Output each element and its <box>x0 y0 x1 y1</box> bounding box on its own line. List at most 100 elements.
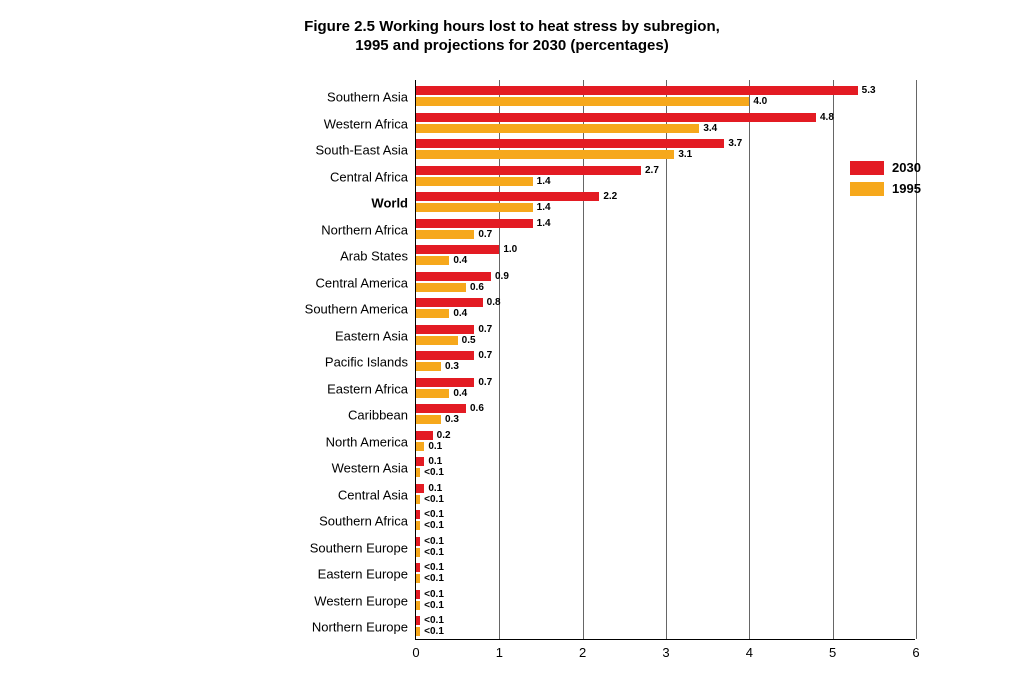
category-row: Caribbean0.60.3 <box>416 402 915 428</box>
bar-2030 <box>416 298 483 307</box>
value-label-2030: 0.7 <box>478 351 492 360</box>
bar-1995 <box>416 601 420 610</box>
value-label-1995: 1.4 <box>537 177 551 186</box>
value-label-1995: 0.3 <box>445 415 459 424</box>
x-tick-label: 6 <box>912 645 919 660</box>
category-row: Southern Europe<0.1<0.1 <box>416 535 915 561</box>
bar-1995 <box>416 283 466 292</box>
bar-1995 <box>416 548 420 557</box>
category-label: Eastern Europe <box>318 567 416 582</box>
value-label-1995: 0.6 <box>470 283 484 292</box>
category-label: Southern Europe <box>310 540 416 555</box>
bar-1995 <box>416 362 441 371</box>
bar-1995 <box>416 627 420 636</box>
value-label-2030: <0.1 <box>424 510 444 519</box>
category-row: Central Africa2.71.4 <box>416 164 915 190</box>
category-label: Eastern Africa <box>327 381 416 396</box>
category-label: Eastern Asia <box>335 328 416 343</box>
bar-2030 <box>416 484 424 493</box>
category-label: Western Europe <box>314 593 416 608</box>
bar-2030 <box>416 537 420 546</box>
value-label-2030: 0.1 <box>428 457 442 466</box>
category-label: Southern Asia <box>327 90 416 105</box>
value-label-1995: 0.5 <box>462 336 476 345</box>
bar-1995 <box>416 150 674 159</box>
value-label-1995: <0.1 <box>424 627 444 636</box>
category-label: Arab States <box>340 249 416 264</box>
category-row: World2.21.4 <box>416 190 915 216</box>
category-label: Western Africa <box>324 116 416 131</box>
x-tick-label: 3 <box>662 645 669 660</box>
value-label-2030: 0.7 <box>478 378 492 387</box>
value-label-2030: 0.9 <box>495 272 509 281</box>
value-label-2030: 0.7 <box>478 325 492 334</box>
bar-2030 <box>416 325 474 334</box>
x-tick-label: 0 <box>412 645 419 660</box>
bar-2030 <box>416 563 420 572</box>
page: Figure 2.5 Working hours lost to heat st… <box>0 0 1024 683</box>
category-label: Pacific Islands <box>325 355 416 370</box>
bar-1995 <box>416 177 533 186</box>
bar-1995 <box>416 230 474 239</box>
category-label: Caribbean <box>348 408 416 423</box>
value-label-1995: <0.1 <box>424 495 444 504</box>
legend-swatch <box>850 182 884 196</box>
category-row: Eastern Asia0.70.5 <box>416 323 915 349</box>
legend-item: 1995 <box>850 181 921 196</box>
bar-1995 <box>416 256 449 265</box>
value-label-1995: <0.1 <box>424 601 444 610</box>
value-label-2030: 5.3 <box>862 86 876 95</box>
value-label-2030: 1.0 <box>503 245 517 254</box>
category-row: Central America0.90.6 <box>416 270 915 296</box>
bar-1995 <box>416 309 449 318</box>
chart-area: 0123456Southern Asia5.34.0Western Africa… <box>415 80 915 640</box>
value-label-2030: 2.7 <box>645 166 659 175</box>
bar-1995 <box>416 336 458 345</box>
value-label-1995: <0.1 <box>424 521 444 530</box>
category-row: North America0.20.1 <box>416 429 915 455</box>
bar-1995 <box>416 124 699 133</box>
bar-2030 <box>416 616 420 625</box>
category-row: Pacific Islands0.70.3 <box>416 349 915 375</box>
x-tick-label: 5 <box>829 645 836 660</box>
category-label: World <box>371 196 416 211</box>
bar-1995 <box>416 415 441 424</box>
category-row: Northern Europe<0.1<0.1 <box>416 614 915 640</box>
plot-area: 0123456Southern Asia5.34.0Western Africa… <box>415 80 915 640</box>
bar-1995 <box>416 389 449 398</box>
value-label-1995: 1.4 <box>537 203 551 212</box>
category-label: Southern Africa <box>319 514 416 529</box>
value-label-1995: 0.4 <box>453 256 467 265</box>
bar-2030 <box>416 166 641 175</box>
category-label: Central Asia <box>338 487 416 502</box>
legend-swatch <box>850 161 884 175</box>
value-label-2030: <0.1 <box>424 616 444 625</box>
bar-2030 <box>416 192 599 201</box>
value-label-2030: 3.7 <box>728 139 742 148</box>
category-row: Southern Asia5.34.0 <box>416 84 915 110</box>
bar-2030 <box>416 378 474 387</box>
bar-2030 <box>416 431 433 440</box>
chart-title: Figure 2.5 Working hours lost to heat st… <box>0 18 1024 56</box>
category-row: Western Africa4.83.4 <box>416 111 915 137</box>
value-label-2030: <0.1 <box>424 563 444 572</box>
value-label-2030: <0.1 <box>424 590 444 599</box>
category-label: South-East Asia <box>316 143 417 158</box>
category-label: Northern Europe <box>312 620 416 635</box>
value-label-2030: 1.4 <box>537 219 551 228</box>
category-row: Arab States1.00.4 <box>416 243 915 269</box>
value-label-2030: 0.6 <box>470 404 484 413</box>
value-label-2030: 0.2 <box>437 431 451 440</box>
category-row: Eastern Europe<0.1<0.1 <box>416 561 915 587</box>
x-tick-label: 4 <box>746 645 753 660</box>
category-label: Northern Africa <box>321 222 416 237</box>
bar-2030 <box>416 245 499 254</box>
value-label-2030: 4.8 <box>820 113 834 122</box>
category-label: Southern America <box>305 302 416 317</box>
bar-2030 <box>416 404 466 413</box>
value-label-1995: <0.1 <box>424 548 444 557</box>
legend-label: 1995 <box>892 181 921 196</box>
category-row: South-East Asia3.73.1 <box>416 137 915 163</box>
bar-1995 <box>416 203 533 212</box>
bar-2030 <box>416 351 474 360</box>
